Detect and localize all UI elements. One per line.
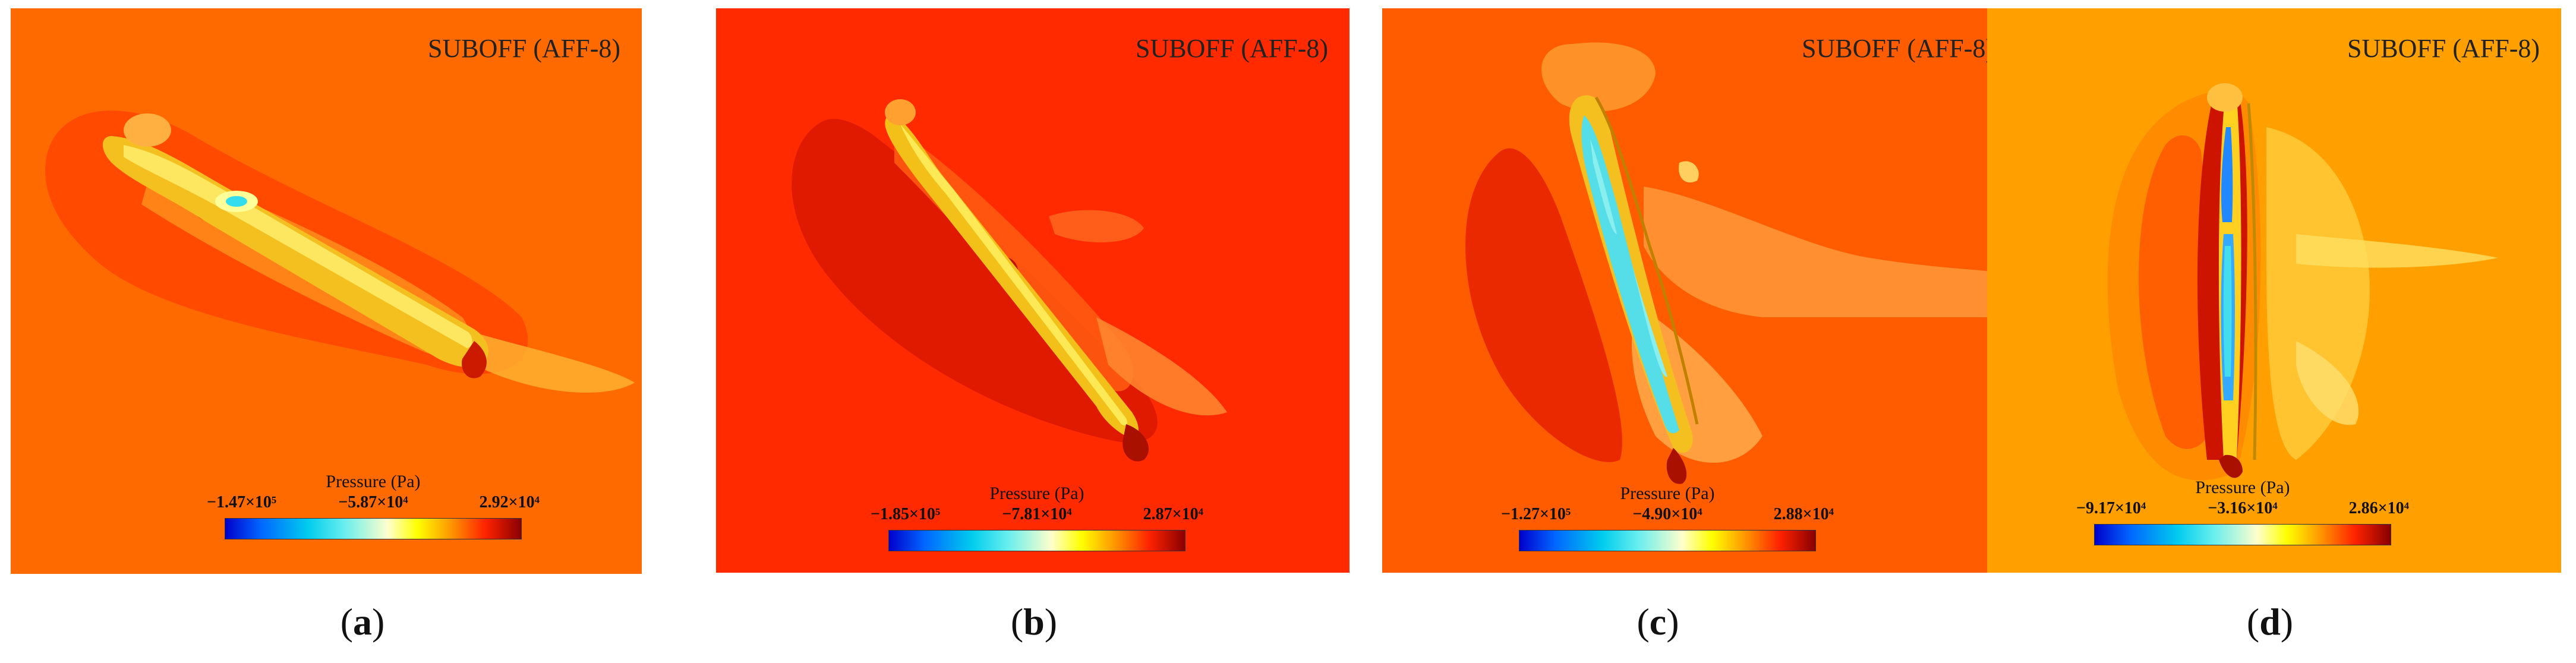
pressure-field-a <box>45 110 635 393</box>
legend-min: −1.85×10⁵ <box>871 505 941 523</box>
caption-letter: c <box>1649 601 1667 643</box>
legend-max: 2.88×10⁴ <box>1773 505 1834 523</box>
legend-max: 2.87×10⁴ <box>1143 505 1203 523</box>
legend-title: Pressure (Pa) <box>2195 478 2290 497</box>
panel-title: SUBOFF (AFF-8) <box>1136 34 1328 63</box>
caption-a: (a) <box>340 601 385 643</box>
panel-c: SUBOFF (AFF-8) Pressure (Pa) −1.27×10⁵ −… <box>1382 8 2016 573</box>
legend-title: Pressure (Pa) <box>1620 484 1715 503</box>
legend-colorbar <box>2094 524 2391 545</box>
legend-max: 2.92×10⁴ <box>479 493 540 512</box>
legend-min: −1.47×10⁵ <box>207 493 277 512</box>
pressure-legend: Pressure (Pa) −1.47×10⁵ −5.87×10⁴ 2.92×1… <box>207 472 540 561</box>
caption-letter: d <box>2259 601 2281 643</box>
legend-mid: −5.87×10⁴ <box>338 493 408 512</box>
pressure-field-b <box>792 99 1227 462</box>
legend-labels: −9.17×10⁴ −3.16×10⁴ 2.86×10⁴ <box>2076 499 2409 520</box>
legend-colorbar <box>1519 530 1816 551</box>
pressure-legend: Pressure (Pa) −9.17×10⁴ −3.16×10⁴ 2.86×1… <box>2076 478 2409 567</box>
pressure-legend: Pressure (Pa) −1.27×10⁵ −4.90×10⁴ 2.88×1… <box>1501 484 1834 573</box>
pressure-legend: Pressure (Pa) −1.85×10⁵ −7.81×10⁴ 2.87×1… <box>871 484 1203 573</box>
legend-labels: −1.47×10⁵ −5.87×10⁴ 2.92×10⁴ <box>207 493 540 514</box>
legend-mid: −7.81×10⁴ <box>1002 505 1072 523</box>
legend-colorbar <box>888 530 1185 551</box>
panel-d: SUBOFF (AFF-8) Pressure (Pa) −9.17×10⁴ −… <box>1987 8 2561 573</box>
legend-mid: −4.90×10⁴ <box>1632 505 1702 523</box>
caption-letter: b <box>1023 601 1045 643</box>
panel-b: SUBOFF (AFF-8) Pressure (Pa) −1.85×10⁵ −… <box>716 8 1350 573</box>
legend-mid: −3.16×10⁴ <box>2208 499 2278 517</box>
legend-labels: −1.27×10⁵ −4.90×10⁴ 2.88×10⁴ <box>1501 505 1834 526</box>
panel-title: SUBOFF (AFF-8) <box>1802 34 1994 63</box>
legend-labels: −1.85×10⁵ −7.81×10⁴ 2.87×10⁴ <box>871 505 1203 526</box>
caption-letter: a <box>353 601 372 643</box>
legend-max: 2.86×10⁴ <box>2348 499 2409 517</box>
panel-title: SUBOFF (AFF-8) <box>2347 34 2540 63</box>
pressure-field-c <box>1465 42 2016 484</box>
caption-c: (c) <box>1637 601 1679 643</box>
legend-colorbar <box>225 518 522 539</box>
caption-d: (d) <box>2246 601 2294 643</box>
panel-a: SUBOFF (AFF-8) Pressure (Pa) −1.47×10⁵ −… <box>11 8 642 574</box>
legend-title: Pressure (Pa) <box>326 472 421 491</box>
caption-b: (b) <box>1010 601 1058 643</box>
panel-title: SUBOFF (AFF-8) <box>428 34 620 63</box>
legend-title: Pressure (Pa) <box>989 484 1084 503</box>
pressure-field-d <box>2107 83 2498 481</box>
legend-min: −9.17×10⁴ <box>2076 499 2146 517</box>
legend-min: −1.27×10⁵ <box>1501 505 1571 523</box>
